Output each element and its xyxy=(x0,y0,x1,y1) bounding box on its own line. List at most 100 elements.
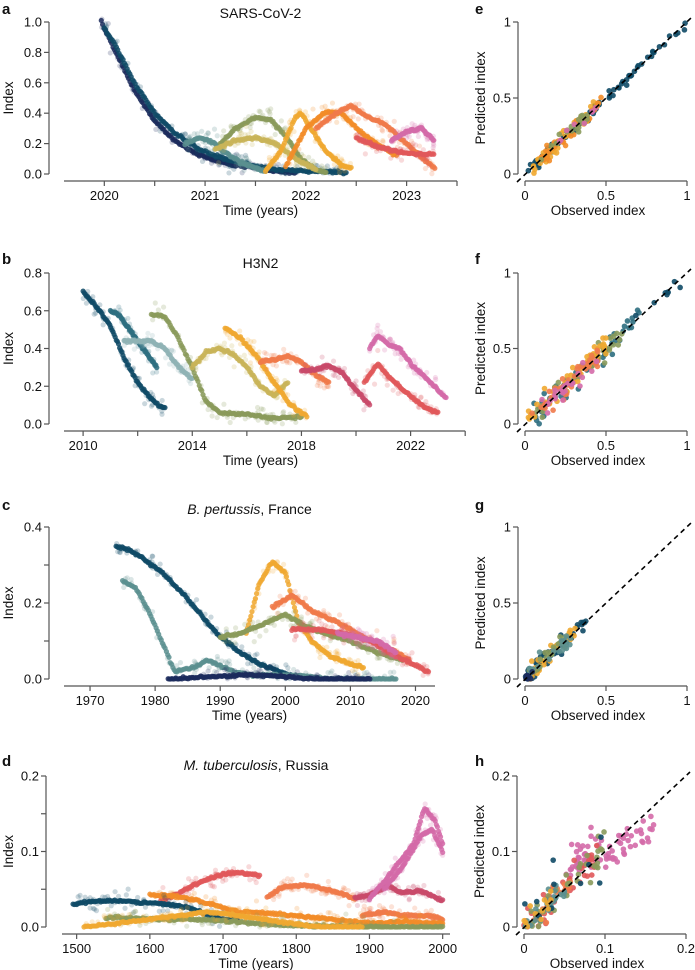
data-point-faint xyxy=(203,132,209,138)
data-point-faint xyxy=(355,672,361,678)
data-point-faint xyxy=(305,610,311,616)
data-point-faint xyxy=(154,369,160,375)
data-point-faint xyxy=(160,304,167,310)
data-point-faint xyxy=(353,378,359,384)
data-point-faint xyxy=(291,609,297,615)
data-point xyxy=(579,112,586,119)
data-point-faint xyxy=(418,394,424,400)
x-tick-label: 0 xyxy=(521,438,528,453)
data-point-faint xyxy=(257,109,263,115)
data-point-faint xyxy=(239,644,245,650)
y-tick-label: 1.0 xyxy=(24,15,42,30)
data-point-faint xyxy=(145,330,151,336)
data-point-faint xyxy=(358,641,364,647)
data-point xyxy=(648,53,655,60)
x-tick-label: 1990 xyxy=(206,693,235,708)
data-point-faint xyxy=(226,170,232,176)
data-point xyxy=(195,378,201,384)
data-point-faint xyxy=(319,621,325,627)
series-9 xyxy=(367,322,449,401)
data-point-faint xyxy=(282,125,289,131)
data-point-faint xyxy=(391,640,397,646)
series-0 xyxy=(80,288,168,417)
data-point-faint xyxy=(371,381,378,387)
data-point xyxy=(595,100,602,107)
data-point xyxy=(293,608,299,614)
y-tick-label: 0 xyxy=(504,417,511,432)
data-point-faint xyxy=(125,315,131,322)
data-point xyxy=(285,160,291,166)
cluster-5 xyxy=(633,278,683,319)
data-point-faint xyxy=(391,636,397,642)
data-point xyxy=(593,358,600,365)
data-point-faint xyxy=(237,130,243,136)
data-point xyxy=(621,323,628,330)
data-point-faint xyxy=(315,379,321,386)
data-point-faint xyxy=(299,619,305,625)
data-point-faint xyxy=(380,137,386,144)
x-tick-label: 0.5 xyxy=(597,188,615,203)
data-point-faint xyxy=(228,164,234,170)
data-point-faint xyxy=(232,640,238,646)
data-point-faint xyxy=(406,133,412,140)
y-tick-label: 1 xyxy=(504,15,511,30)
data-point-faint xyxy=(432,374,439,381)
data-point xyxy=(304,414,310,420)
data-point-faint xyxy=(354,640,360,646)
data-point xyxy=(601,360,608,366)
data-point-faint xyxy=(300,153,306,159)
data-point-faint xyxy=(221,340,228,346)
data-point-faint xyxy=(227,419,233,426)
data-point xyxy=(367,402,373,408)
data-point-faint xyxy=(237,328,243,334)
data-point-faint xyxy=(391,669,397,675)
data-point-faint xyxy=(223,659,229,665)
x-tick-label: 2022 xyxy=(291,188,320,203)
data-point-faint xyxy=(362,151,368,157)
data-point-faint xyxy=(390,633,396,640)
data-point xyxy=(606,87,612,94)
data-point-faint xyxy=(191,131,197,137)
data-point-faint xyxy=(339,625,346,631)
series-2 xyxy=(182,126,269,174)
data-point-faint xyxy=(231,166,237,172)
data-point-faint xyxy=(328,670,334,676)
data-point xyxy=(633,312,639,319)
data-point-faint xyxy=(277,593,283,599)
data-point-faint xyxy=(243,155,249,161)
data-point-faint xyxy=(281,561,287,567)
panel-letter: c xyxy=(2,497,10,514)
data-point-faint xyxy=(336,612,343,618)
data-point xyxy=(286,582,292,588)
data-point xyxy=(681,27,688,33)
data-point xyxy=(323,169,329,175)
data-point-faint xyxy=(232,668,238,674)
data-point-faint xyxy=(131,346,137,352)
data-point-faint xyxy=(209,413,215,419)
data-point-faint xyxy=(271,622,277,628)
series-6 xyxy=(334,625,399,661)
data-point-faint xyxy=(100,322,106,328)
data-point-faint xyxy=(309,618,315,624)
data-point-faint xyxy=(242,416,248,422)
y-axis-label: Index xyxy=(1,586,16,619)
data-point-faint xyxy=(350,626,356,632)
data-point xyxy=(574,363,581,370)
y-axis-label: Predicted index xyxy=(473,302,488,395)
data-point-faint xyxy=(406,653,412,659)
data-point xyxy=(526,416,533,422)
data-point-faint xyxy=(388,653,394,659)
data-point-faint xyxy=(248,128,254,135)
data-point-faint xyxy=(325,669,331,676)
data-point-faint xyxy=(192,670,198,676)
panel-title-suffix: , France xyxy=(260,501,312,517)
data-point-faint xyxy=(170,348,176,354)
data-point-faint xyxy=(420,147,426,153)
data-point-faint xyxy=(418,395,424,401)
data-point-faint xyxy=(205,146,211,152)
data-point-faint xyxy=(392,655,398,661)
data-point-faint xyxy=(416,143,423,149)
data-point-faint xyxy=(433,376,439,383)
